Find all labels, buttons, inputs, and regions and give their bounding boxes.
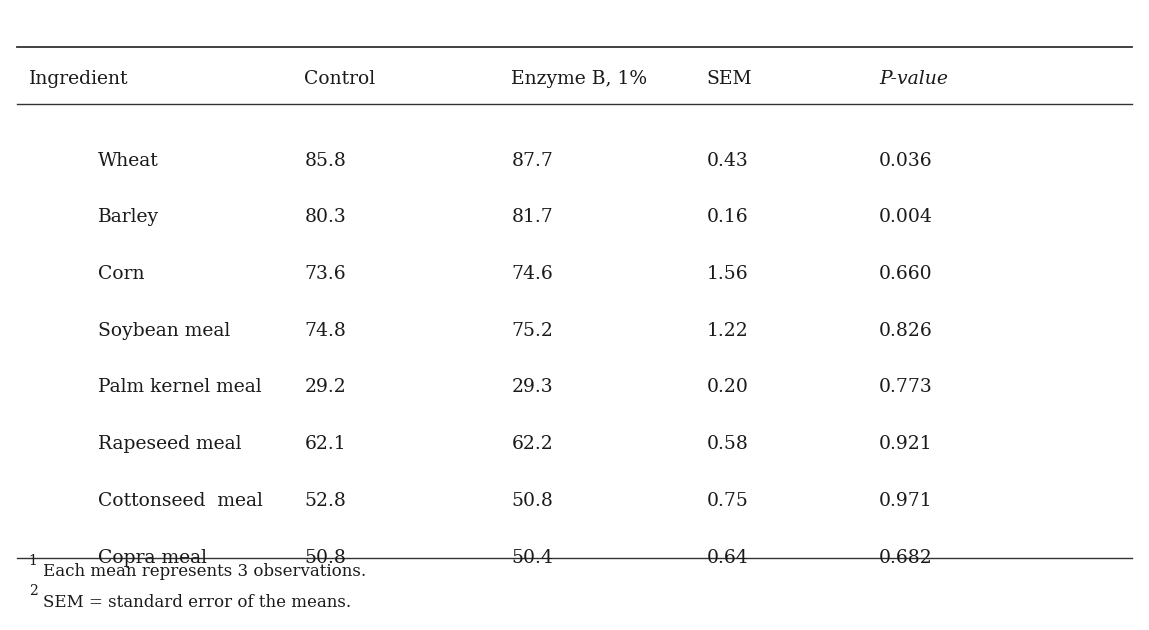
Text: 29.2: 29.2 <box>304 379 346 396</box>
Text: 0.75: 0.75 <box>707 492 748 510</box>
Text: 0.773: 0.773 <box>879 379 933 396</box>
Text: Copra meal: Copra meal <box>98 549 207 566</box>
Text: 75.2: 75.2 <box>511 322 553 340</box>
Text: Ingredient: Ingredient <box>29 70 129 88</box>
Text: 0.971: 0.971 <box>879 492 933 510</box>
Text: Palm kernel meal: Palm kernel meal <box>98 379 261 396</box>
Text: 0.826: 0.826 <box>879 322 933 340</box>
Text: Each mean represents 3 observations.: Each mean represents 3 observations. <box>43 563 365 580</box>
Text: 85.8: 85.8 <box>304 152 346 169</box>
Text: 74.8: 74.8 <box>304 322 346 340</box>
Text: 0.682: 0.682 <box>879 549 933 566</box>
Text: 0.20: 0.20 <box>707 379 748 396</box>
Text: Rapeseed meal: Rapeseed meal <box>98 435 241 453</box>
Text: 62.1: 62.1 <box>304 435 346 453</box>
Text: 50.4: 50.4 <box>511 549 553 566</box>
Text: 81.7: 81.7 <box>511 209 553 226</box>
Text: 80.3: 80.3 <box>304 209 346 226</box>
Text: 87.7: 87.7 <box>511 152 553 169</box>
Text: Wheat: Wheat <box>98 152 159 169</box>
Text: 0.036: 0.036 <box>879 152 933 169</box>
Text: 52.8: 52.8 <box>304 492 346 510</box>
Text: 0.16: 0.16 <box>707 209 748 226</box>
Text: 29.3: 29.3 <box>511 379 553 396</box>
Text: 0.660: 0.660 <box>879 265 933 283</box>
Text: SEM = standard error of the means.: SEM = standard error of the means. <box>43 593 350 610</box>
Text: 0.43: 0.43 <box>707 152 748 169</box>
Text: 0.004: 0.004 <box>879 209 933 226</box>
Text: 50.8: 50.8 <box>304 549 346 566</box>
Text: Corn: Corn <box>98 265 144 283</box>
Text: 1: 1 <box>29 554 38 568</box>
Text: 0.64: 0.64 <box>707 549 748 566</box>
Text: Enzyme B, 1%: Enzyme B, 1% <box>511 70 647 88</box>
Text: 50.8: 50.8 <box>511 492 553 510</box>
Text: 0.921: 0.921 <box>879 435 933 453</box>
Text: 0.58: 0.58 <box>707 435 748 453</box>
Text: P-value: P-value <box>879 70 948 88</box>
Text: 1.56: 1.56 <box>707 265 748 283</box>
Text: 62.2: 62.2 <box>511 435 553 453</box>
Text: 73.6: 73.6 <box>304 265 346 283</box>
Text: Soybean meal: Soybean meal <box>98 322 230 340</box>
Text: Cottonseed  meal: Cottonseed meal <box>98 492 262 510</box>
Text: 74.6: 74.6 <box>511 265 553 283</box>
Text: SEM: SEM <box>707 70 753 88</box>
Text: 2: 2 <box>29 585 38 598</box>
Text: Control: Control <box>304 70 376 88</box>
Text: 1.22: 1.22 <box>707 322 748 340</box>
Text: Barley: Barley <box>98 209 159 226</box>
